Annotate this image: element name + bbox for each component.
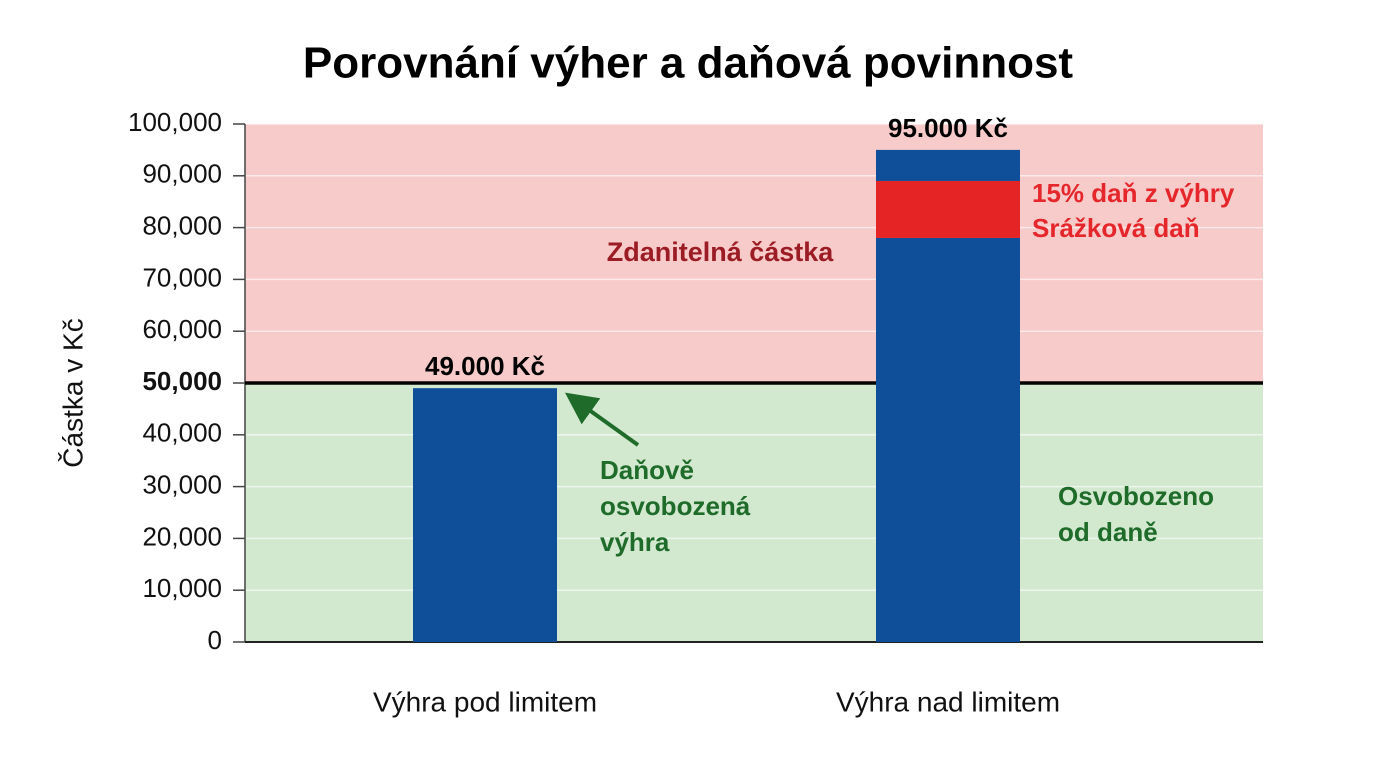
y-tick-label: 40,000 (142, 418, 222, 448)
y-tick-label: 90,000 (142, 159, 222, 189)
y-tick-label: 0 (208, 625, 222, 655)
annotation: Zdanitelná částka (607, 237, 835, 267)
chart-title: Porovnání výher a daňová povinnost (303, 39, 1074, 88)
y-tick-label: 30,000 (142, 469, 222, 499)
bar-label: 95.000 Kč (888, 113, 1008, 143)
annotation: 15% daň z výhry (1032, 178, 1235, 208)
y-tick-label: 60,000 (142, 314, 222, 344)
y-tick-label: 100,000 (128, 107, 222, 137)
annotation: Daňově (600, 455, 694, 485)
x-tick-label: Výhra pod limitem (373, 686, 597, 717)
bar-segment (876, 237, 1020, 642)
annotation: Osvobozeno (1058, 481, 1214, 511)
annotation: výhra (600, 527, 670, 557)
exempt-region (245, 383, 1263, 642)
bar-segment (876, 180, 1020, 238)
annotation: osvobozená (600, 491, 751, 521)
x-tick-label: Výhra nad limitem (836, 686, 1060, 717)
y-tick-label: 70,000 (142, 262, 222, 292)
y-tick-label: 50,000 (142, 366, 222, 396)
y-tick-label: 80,000 (142, 210, 222, 240)
bar-segment (876, 149, 1020, 181)
y-tick-label: 10,000 (142, 573, 222, 603)
taxable-region (245, 124, 1263, 383)
arrow (564, 392, 640, 447)
annotation: od daně (1058, 517, 1158, 547)
y-tick-label: 20,000 (142, 521, 222, 551)
y-axis-label: Částka v Kč (57, 318, 88, 467)
annotation: Srážková daň (1032, 213, 1200, 243)
bar-segment (413, 388, 557, 642)
bar-label: 49.000 Kč (425, 351, 545, 381)
